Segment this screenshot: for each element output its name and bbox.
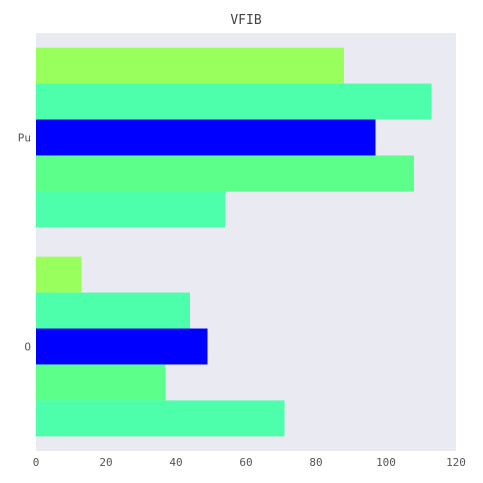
bar-o-1 [36, 256, 82, 293]
bar-o-3 [36, 328, 208, 365]
bar-pu-1 [36, 47, 344, 84]
bars-group [36, 47, 432, 437]
x-tick-label: 80 [309, 456, 322, 469]
bar-o-2 [36, 292, 190, 329]
x-tick-label: 0 [33, 456, 40, 469]
bar-o-4 [36, 364, 166, 401]
x-axis-ticks: 0 20 40 60 80 100 120 [33, 456, 466, 469]
y-tick-label: O [24, 341, 31, 354]
y-tick-label: Pu [18, 132, 31, 145]
x-tick-label: 100 [376, 456, 396, 469]
bar-pu-5 [36, 191, 225, 228]
bar-pu-3 [36, 119, 376, 156]
bar-o-5 [36, 400, 285, 437]
chart-title: VFIB [230, 13, 261, 28]
x-tick-label: 60 [239, 456, 252, 469]
bar-pu-2 [36, 83, 432, 120]
x-tick-label: 20 [99, 456, 112, 469]
y-axis-ticks: Pu O [18, 132, 31, 354]
bar-pu-4 [36, 155, 414, 192]
x-tick-label: 120 [446, 456, 466, 469]
x-tick-label: 40 [169, 456, 182, 469]
